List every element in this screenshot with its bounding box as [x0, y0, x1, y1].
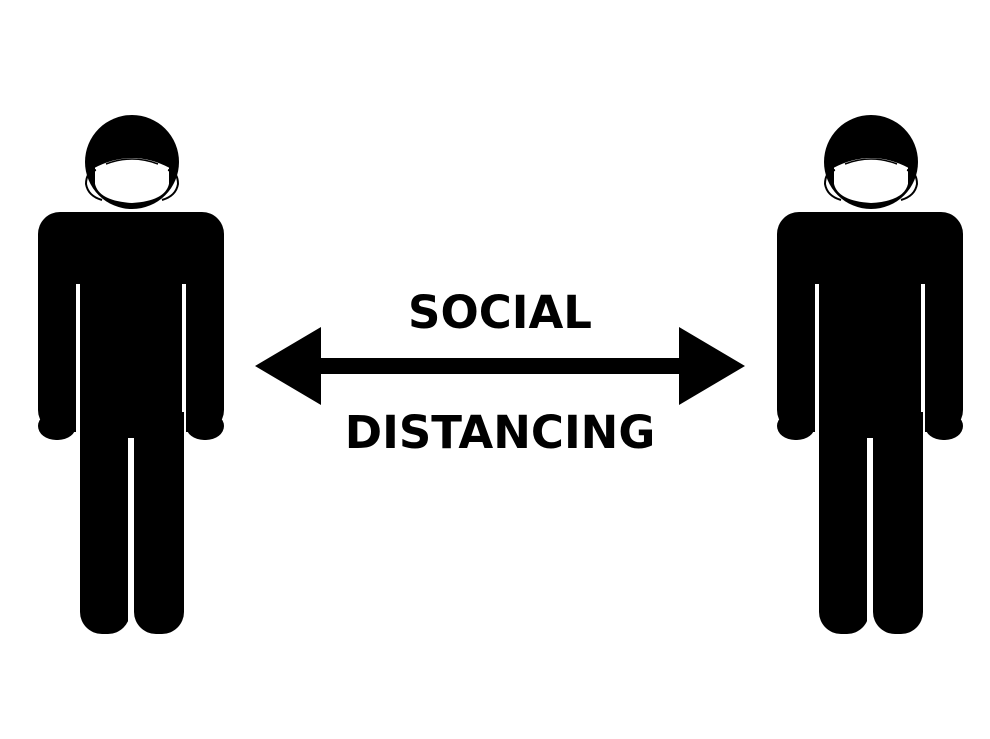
- double-headed-arrow-icon: [255, 325, 745, 407]
- masked-person-icon: [775, 112, 965, 637]
- sign-title-social: SOCIAL: [408, 286, 592, 339]
- sign-title-distancing: DISTANCING: [344, 406, 656, 459]
- masked-person-icon: [36, 112, 226, 637]
